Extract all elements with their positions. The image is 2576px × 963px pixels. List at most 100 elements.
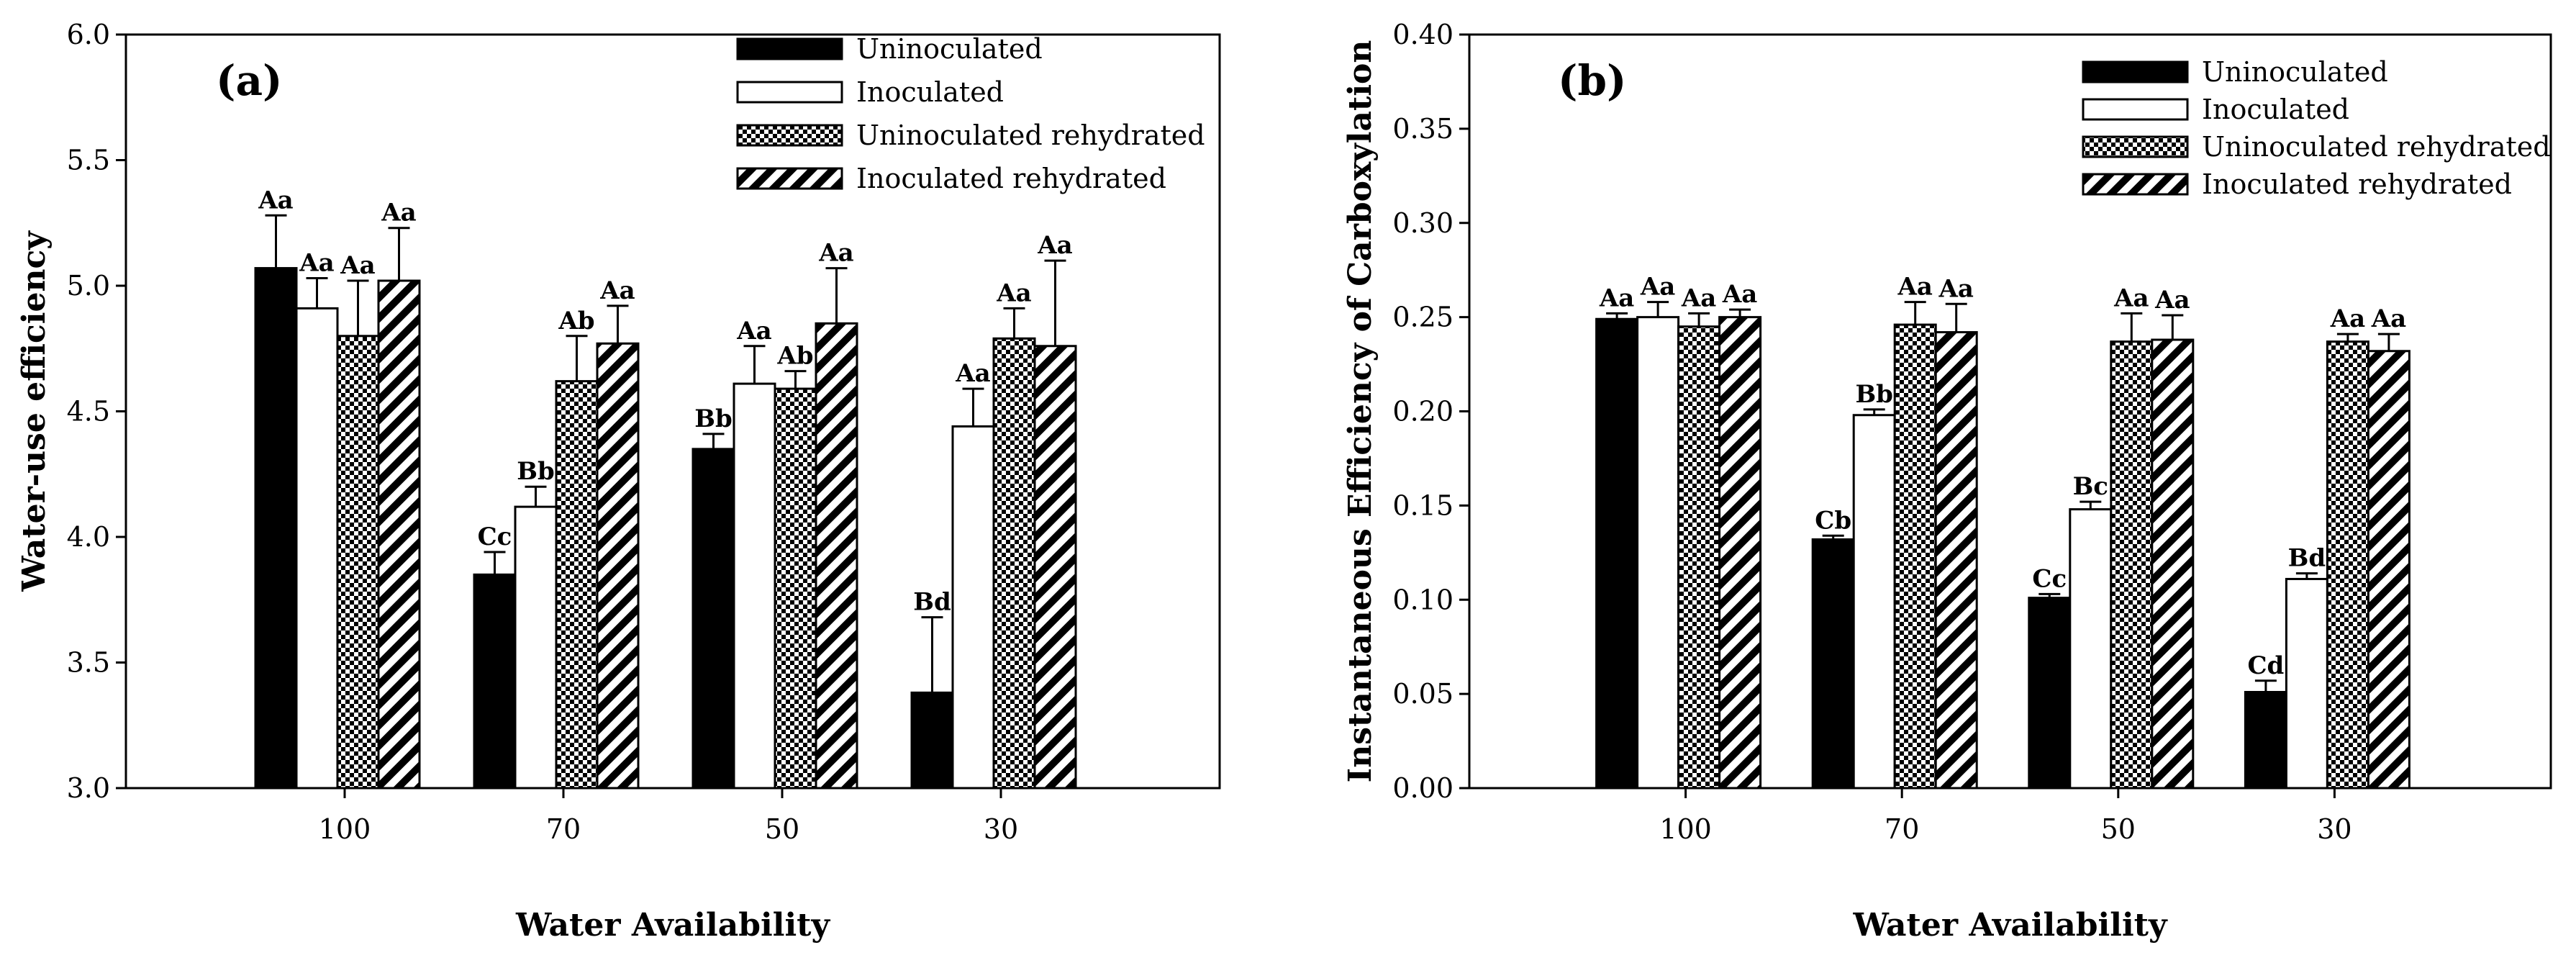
bar-checker xyxy=(555,380,599,790)
bar-checker xyxy=(774,387,817,790)
legend-swatch-checker xyxy=(736,124,843,147)
legend-swatch-open xyxy=(2082,98,2189,121)
y-tick-label: 0.05 xyxy=(1392,678,1453,710)
bar-open xyxy=(1852,414,1896,790)
bar-open xyxy=(2285,577,2328,790)
legend-swatch-hatch xyxy=(736,167,843,190)
bar-data-label: Aa xyxy=(1681,284,1716,312)
x-tick-label: 30 xyxy=(984,813,1018,845)
bar-data-label: Aa xyxy=(996,279,1031,307)
bar-hatch xyxy=(2367,350,2411,790)
bar-solid xyxy=(2028,597,2072,790)
x-tick-label: 100 xyxy=(1659,813,1712,845)
y-tick-label: 0.10 xyxy=(1392,584,1453,615)
legend-label: Inoculated xyxy=(2202,94,2349,125)
bar-hatch xyxy=(815,322,858,790)
y-tick-label: 3.0 xyxy=(67,772,110,804)
x-tick-label: 70 xyxy=(546,813,581,845)
x-tick-label: 100 xyxy=(319,813,371,845)
bar-data-label: Aa xyxy=(1938,274,1973,303)
bar-data-label: Bd xyxy=(2288,544,2326,573)
legend-label: Uninoculated rehydrated xyxy=(2202,131,2551,163)
legend-label: Inoculated rehydrated xyxy=(856,163,1166,194)
bar-solid xyxy=(910,691,954,790)
bar-solid xyxy=(1595,317,1639,790)
x-axis-title: Water Availability xyxy=(1852,907,2168,944)
y-tick-label: 0.30 xyxy=(1392,207,1453,239)
y-tick-label: 0.40 xyxy=(1392,19,1453,50)
legend-label: Uninoculated xyxy=(2202,56,2388,88)
bar-open xyxy=(951,425,995,790)
bar-hatch xyxy=(2151,338,2195,790)
y-tick-label: 6.0 xyxy=(67,19,110,50)
legend-swatch-hatch xyxy=(2082,173,2189,196)
bar-solid xyxy=(254,267,298,790)
legend-label: Uninoculated xyxy=(856,33,1043,65)
y-tick-label: 0.25 xyxy=(1392,302,1453,333)
legend-swatch-solid xyxy=(2082,60,2189,83)
y-tick-label: 4.0 xyxy=(67,521,110,553)
bar-data-label: Aa xyxy=(736,317,771,345)
bar-open xyxy=(514,505,558,790)
x-tick-label: 50 xyxy=(765,813,799,845)
legend-swatch-open xyxy=(736,81,843,104)
bar-open xyxy=(295,307,339,790)
y-tick-label: 0.00 xyxy=(1392,772,1453,804)
bar-data-label: Aa xyxy=(818,239,853,268)
bar-data-label: Aa xyxy=(1722,280,1757,309)
bar-data-label: Aa xyxy=(2113,284,2149,312)
bar-data-label: Cb xyxy=(1815,506,1851,535)
bar-data-label: Aa xyxy=(2154,286,2190,315)
panel-a-chart: 3.0 3.5 4.0 4.5 5.0 5.5 6.0 Water-use efficienc… xyxy=(16,19,1221,944)
y-tick-label: 0.15 xyxy=(1392,489,1453,521)
panel-label: (b) xyxy=(1558,56,1626,105)
y-tick-label: 5.5 xyxy=(67,145,110,176)
x-tick-label: 70 xyxy=(1885,813,1919,845)
bar-checker xyxy=(2110,340,2154,790)
bar-data-label: Ab xyxy=(776,342,813,371)
legend-swatch-checker xyxy=(2082,135,2189,158)
bar-data-label: Bb xyxy=(1855,380,1893,409)
bar-hatch xyxy=(596,342,640,790)
bar-open xyxy=(1636,316,1680,790)
bar-solid xyxy=(473,573,517,790)
legend-label: Inoculated rehydrated xyxy=(2202,168,2512,200)
bar-checker xyxy=(992,337,1036,790)
bar-data-label: Bc xyxy=(2073,472,2108,501)
bar-data-label: Aa xyxy=(955,359,990,388)
legend-label: Inoculated xyxy=(856,76,1004,108)
y-axis-title: Water-use efficiency xyxy=(16,230,53,592)
bar-data-label: Bd xyxy=(913,588,951,617)
y-tick-label: 3.5 xyxy=(67,647,110,679)
bar-data-label: Ab xyxy=(558,307,594,335)
bar-hatch xyxy=(1718,316,1762,790)
bar-solid xyxy=(691,448,735,790)
bar-open xyxy=(2069,508,2113,790)
bar-data-label: Aa xyxy=(340,251,375,280)
bar-data-label: Aa xyxy=(2371,304,2406,333)
bar-data-label: Aa xyxy=(258,186,293,214)
bar-data-label: Aa xyxy=(1640,273,1675,302)
bar-data-label: Aa xyxy=(381,199,416,227)
bar-open xyxy=(733,382,776,790)
bar-data-label: Aa xyxy=(1037,231,1072,260)
bar-data-label: Bb xyxy=(694,404,733,433)
x-tick-label: 50 xyxy=(2101,813,2136,845)
bar-checker xyxy=(1893,323,1937,790)
bar-checker xyxy=(2326,340,2369,790)
x-axis-title: Water Availability xyxy=(515,907,831,944)
bar-data-label: Cd xyxy=(2247,651,2284,680)
bar-data-label: Aa xyxy=(599,276,635,305)
panel-label: (a) xyxy=(216,56,282,105)
panel-b-chart: 0.00 0.05 0.10 0.15 0.20 0.25 0.30 0.35 0.40 Inst… xyxy=(1342,19,2552,944)
bar-checker xyxy=(336,335,380,790)
bar-hatch xyxy=(1934,331,1978,790)
bar-data-label: Aa xyxy=(1599,284,1634,312)
bar-data-label: Aa xyxy=(299,249,334,278)
legend-swatch-solid xyxy=(736,37,843,60)
y-tick-label: 0.35 xyxy=(1392,113,1453,145)
y-tick-label: 0.20 xyxy=(1392,396,1453,428)
y-axis-title: Instantaneous Efficiency of Carboxylatio… xyxy=(1342,40,1379,783)
bar-data-label: Aa xyxy=(2330,304,2365,333)
